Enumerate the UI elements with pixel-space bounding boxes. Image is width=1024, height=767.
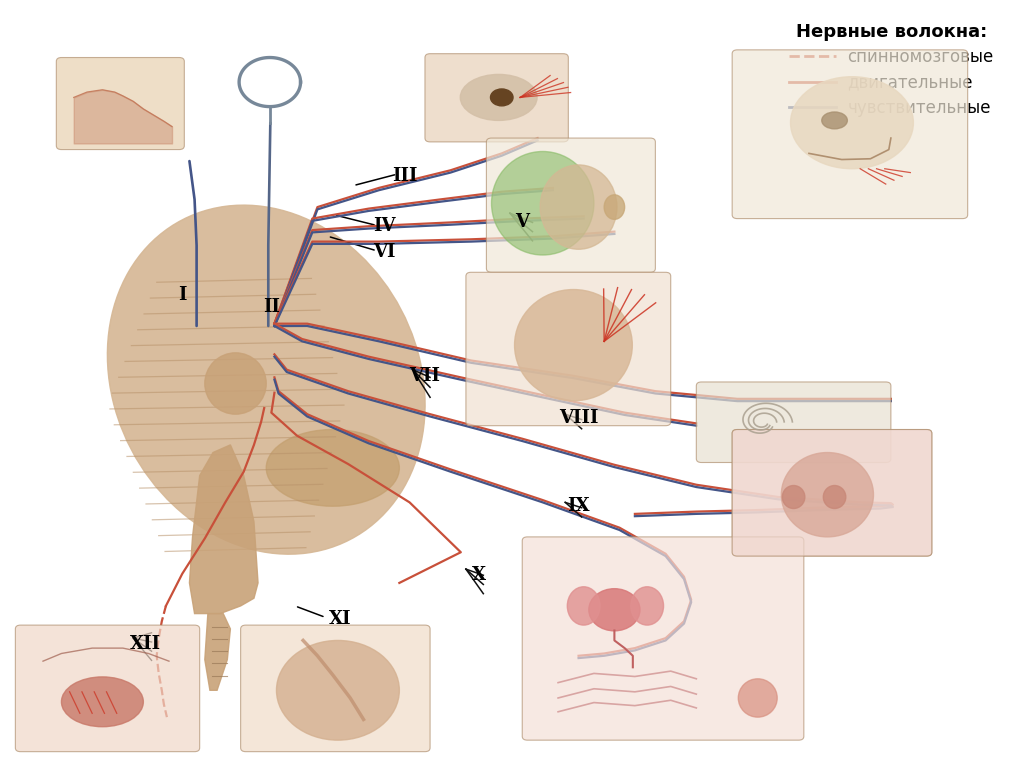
Ellipse shape <box>823 486 846 509</box>
FancyBboxPatch shape <box>425 54 568 142</box>
Text: X: X <box>472 566 486 584</box>
FancyBboxPatch shape <box>696 382 891 463</box>
FancyBboxPatch shape <box>732 50 968 219</box>
Text: VI: VI <box>373 242 395 261</box>
FancyBboxPatch shape <box>732 430 932 556</box>
Ellipse shape <box>631 587 664 625</box>
Ellipse shape <box>205 353 266 414</box>
Text: I: I <box>178 286 186 304</box>
Text: V: V <box>515 213 529 232</box>
Ellipse shape <box>589 589 640 630</box>
FancyBboxPatch shape <box>486 138 655 272</box>
FancyBboxPatch shape <box>241 625 430 752</box>
Ellipse shape <box>541 165 616 249</box>
Ellipse shape <box>738 679 777 717</box>
Ellipse shape <box>782 486 805 509</box>
Ellipse shape <box>276 640 399 740</box>
FancyBboxPatch shape <box>522 537 804 740</box>
Ellipse shape <box>791 77 913 169</box>
FancyBboxPatch shape <box>56 58 184 150</box>
Text: II: II <box>263 298 280 316</box>
Text: XI: XI <box>329 610 351 628</box>
Polygon shape <box>189 445 258 614</box>
Ellipse shape <box>490 89 513 106</box>
Text: XII: XII <box>130 635 161 653</box>
Ellipse shape <box>567 587 600 625</box>
Legend: спинномозговые, двигательные, чувствительные: спинномозговые, двигательные, чувствител… <box>782 16 1000 123</box>
Ellipse shape <box>492 152 594 255</box>
FancyBboxPatch shape <box>466 272 671 426</box>
FancyBboxPatch shape <box>732 430 932 556</box>
Text: IV: IV <box>373 217 395 235</box>
Text: IX: IX <box>567 497 590 515</box>
Polygon shape <box>205 614 230 690</box>
Ellipse shape <box>108 205 425 555</box>
Ellipse shape <box>821 112 847 129</box>
FancyBboxPatch shape <box>15 625 200 752</box>
Text: VII: VII <box>410 367 440 385</box>
Ellipse shape <box>61 677 143 727</box>
Ellipse shape <box>604 195 625 219</box>
Text: VIII: VIII <box>559 409 598 427</box>
Text: III: III <box>392 167 417 186</box>
Ellipse shape <box>781 453 873 537</box>
Ellipse shape <box>514 289 633 400</box>
Ellipse shape <box>266 430 399 506</box>
Ellipse shape <box>461 74 537 120</box>
